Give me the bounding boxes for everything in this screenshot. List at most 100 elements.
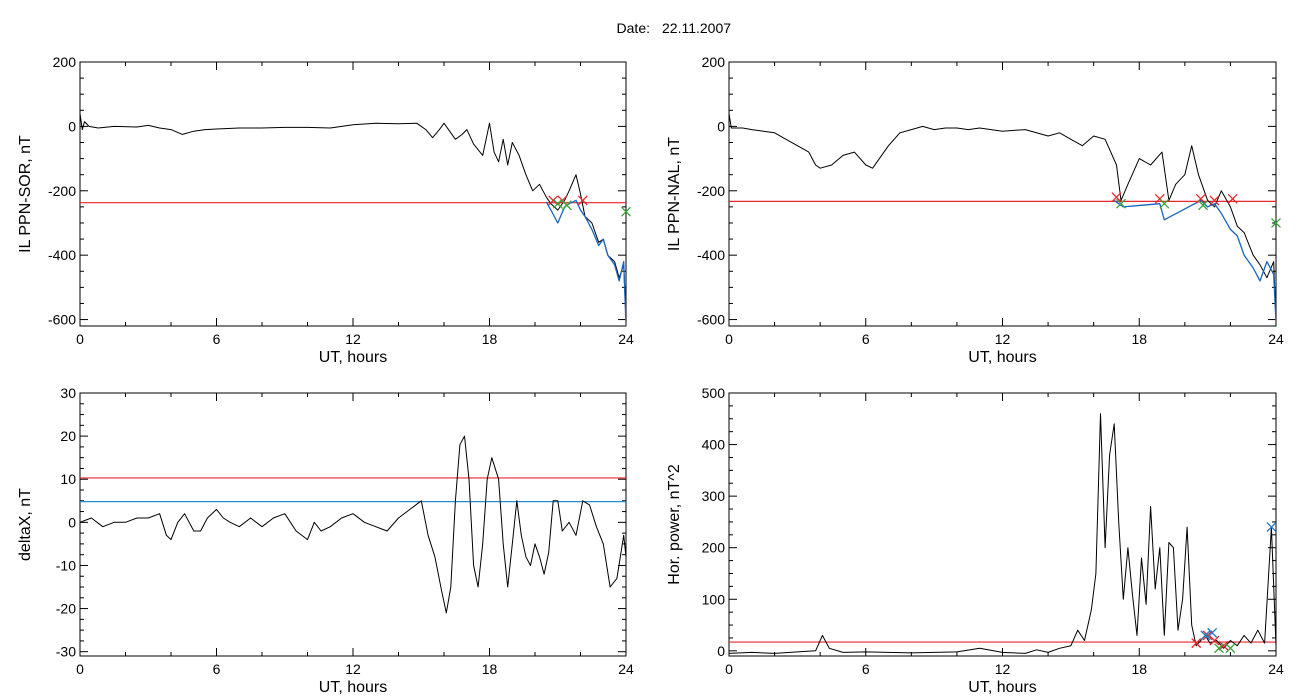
y-tick-label: 100 <box>702 591 726 607</box>
x-axis-label: UT, hours <box>968 679 1036 696</box>
marker-stroke <box>1209 195 1220 206</box>
y-tick-label: 0 <box>68 118 76 134</box>
y-tick-label: 200 <box>702 54 726 70</box>
marker-stroke <box>1214 643 1224 654</box>
chart-panel-4: 0 6 12 18 24 0 100 200 300 400 500 UT, hours Hor. po… <box>666 385 1284 696</box>
y-axis-label: Hor. power, nT^2 <box>666 464 683 585</box>
marker-stroke <box>1159 198 1170 209</box>
marker-stroke <box>1191 638 1202 649</box>
plot-area <box>80 435 626 614</box>
y-tick-label: -400 <box>697 247 725 263</box>
marker-red <box>1195 193 1206 204</box>
marker-green <box>1225 643 1236 654</box>
marker-red <box>1209 635 1220 646</box>
y-tick-label: -200 <box>48 183 76 199</box>
x-tick-label: 24 <box>1268 661 1284 677</box>
plot-area <box>80 113 626 326</box>
y-tick-label: -400 <box>48 247 76 263</box>
x-tick-label: 6 <box>862 661 870 677</box>
series-line <box>729 413 1276 654</box>
x-tick-label: 6 <box>862 331 870 347</box>
x-axis-label: UT, hours <box>968 349 1036 366</box>
y-tick-label: 400 <box>702 437 726 453</box>
y-tick-label: 500 <box>702 385 726 401</box>
marker-stroke <box>577 195 588 206</box>
marker-stroke <box>1195 193 1206 204</box>
marker-stroke <box>1218 640 1229 651</box>
marker-stroke <box>1111 192 1122 203</box>
y-axis-label: deltaX, nT <box>17 488 34 561</box>
y-tick-label: 30 <box>60 385 76 401</box>
marker-green <box>1214 643 1224 654</box>
marker-stroke <box>557 195 568 206</box>
x-tick-label: 24 <box>618 661 634 677</box>
marker-red <box>577 195 588 206</box>
marker-red <box>1218 640 1229 651</box>
x-tick-label: 0 <box>725 331 733 347</box>
y-tick-label: 0 <box>717 118 725 134</box>
y-tick-label: -30 <box>56 644 76 660</box>
x-tick-label: 18 <box>482 331 498 347</box>
x-tick-label: 18 <box>1131 661 1147 677</box>
date-label: Date: <box>617 20 650 36</box>
figure-header: Date: 22.11.2007 <box>617 20 732 36</box>
y-tick-label: 10 <box>60 471 76 487</box>
marker-stroke <box>561 200 572 211</box>
marker-stroke <box>1154 193 1165 204</box>
series-line <box>80 113 626 320</box>
marker-stroke <box>1225 643 1236 654</box>
marker-red <box>548 195 559 206</box>
x-tick-label: 0 <box>76 661 84 677</box>
marker-blue <box>1207 627 1218 638</box>
marker-stroke <box>1202 630 1213 641</box>
marker-stroke <box>552 198 563 209</box>
plot-frame <box>79 392 627 657</box>
marker-green <box>1198 200 1209 211</box>
marker-green <box>1116 198 1126 209</box>
y-tick-label: 0 <box>68 514 76 530</box>
marker-stroke <box>621 206 631 217</box>
x-tick-label: 12 <box>995 331 1011 347</box>
marker-red <box>1202 630 1213 641</box>
x-axis-label: UT, hours <box>319 679 387 696</box>
plot-area <box>729 113 1276 323</box>
marker-stroke <box>1116 198 1126 209</box>
x-tick-label: 24 <box>618 331 634 347</box>
marker-green <box>1159 198 1170 209</box>
y-tick-label: -600 <box>697 312 725 328</box>
chart-panel-2: 0 6 12 18 24 -600 -400 -200 0 200 UT, hours IL PPN-… <box>666 54 1284 366</box>
x-tick-label: 12 <box>345 661 361 677</box>
marker-stroke <box>1271 218 1281 228</box>
marker-red <box>1191 638 1202 649</box>
plot-frame <box>728 392 1277 657</box>
x-tick-label: 12 <box>995 661 1011 677</box>
marker-red <box>1209 195 1220 206</box>
marker-stroke <box>1207 627 1218 638</box>
marker-stroke <box>1198 200 1209 211</box>
y-tick-label: 300 <box>702 488 726 504</box>
marker-stroke <box>1227 193 1238 204</box>
marker-red <box>1227 193 1238 204</box>
marker-stroke <box>548 195 559 206</box>
chart-panel-1: 0 6 12 18 24 -600 -400 -200 0 200 UT, hours IL PPN-… <box>17 54 634 366</box>
y-tick-label: -10 <box>56 557 76 573</box>
plot-area <box>729 413 1276 654</box>
y-tick-label: 20 <box>60 428 76 444</box>
x-axis-label: UT, hours <box>319 349 387 366</box>
series-line <box>80 435 626 614</box>
marker-blue <box>1200 630 1211 641</box>
marker-green <box>552 198 563 209</box>
series-line <box>729 113 1276 323</box>
marker-blue <box>1266 522 1277 533</box>
marker-red <box>1111 192 1122 203</box>
y-tick-label: 200 <box>702 540 726 556</box>
marker-green <box>621 206 631 217</box>
marker-stroke <box>1266 522 1277 533</box>
y-tick-label: -20 <box>56 601 76 617</box>
y-tick-label: 200 <box>53 54 77 70</box>
x-tick-label: 18 <box>482 661 498 677</box>
x-tick-label: 6 <box>213 661 221 677</box>
marker-stroke <box>1209 635 1220 646</box>
